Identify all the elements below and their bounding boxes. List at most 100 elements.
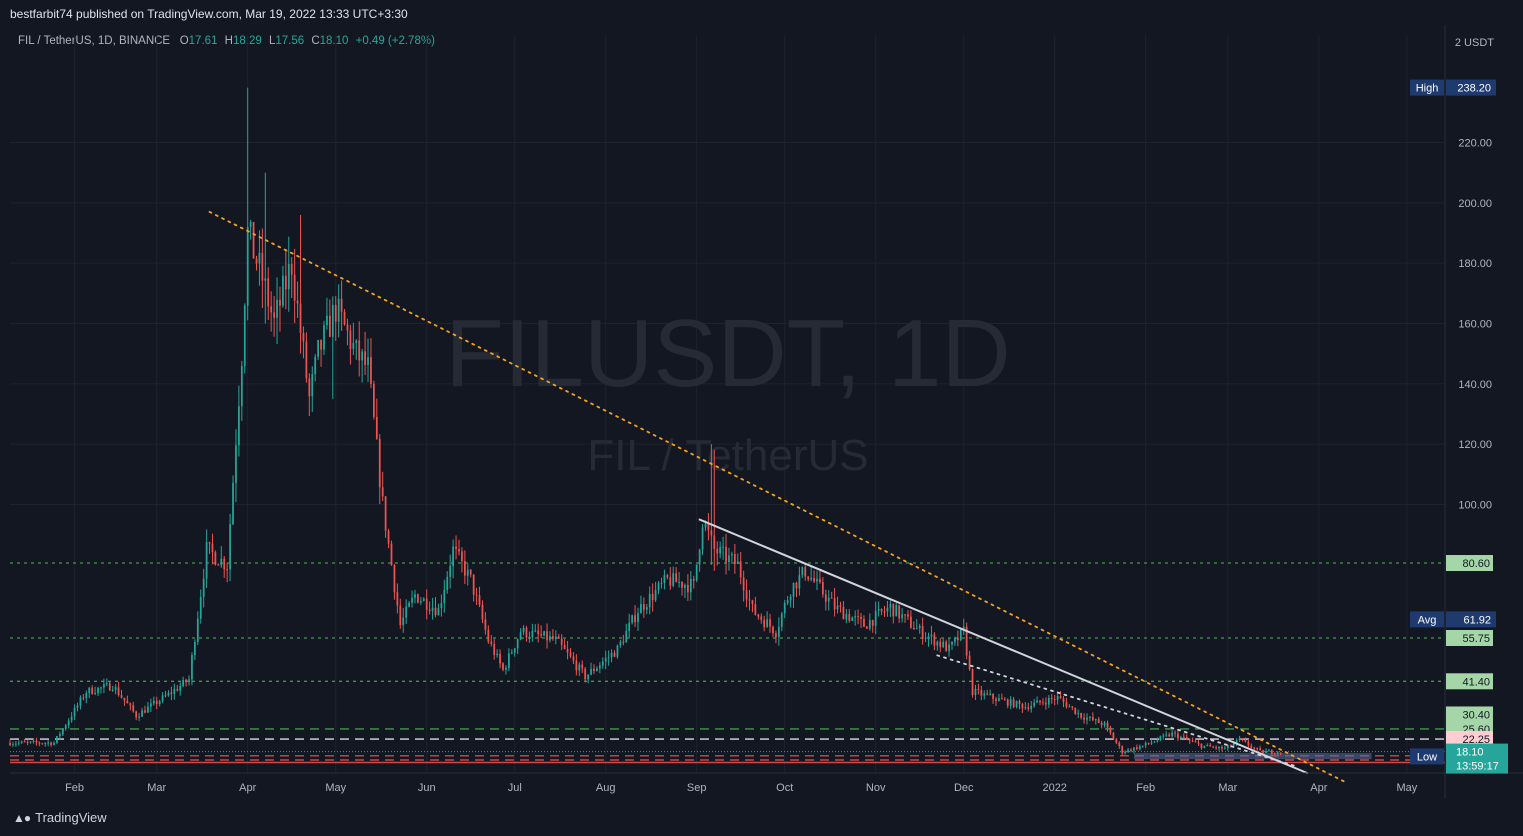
candle-body (786, 600, 789, 603)
candle-body (1086, 717, 1088, 720)
candle-body (152, 700, 155, 704)
candle-body (217, 564, 220, 566)
candle-body (446, 576, 449, 590)
candle-body (76, 705, 79, 708)
candle-body (780, 613, 783, 627)
candle-body (449, 566, 452, 577)
candle-body (1270, 750, 1273, 754)
candle-body (871, 620, 874, 626)
candle-body (995, 698, 997, 701)
candle-body (1133, 747, 1135, 751)
candle-body (777, 626, 780, 637)
symbol-line[interactable]: FIL / TetherUS, 1D, BINANCE (18, 35, 171, 47)
candle-body (549, 636, 551, 641)
candle-body (311, 374, 314, 397)
candle-body (73, 707, 76, 717)
candle-body (405, 606, 408, 618)
currency-label: 2 USDT (1455, 37, 1494, 49)
candle-body (560, 638, 563, 645)
candle-body (1180, 736, 1182, 739)
candle-body (373, 383, 375, 417)
x-tick-label: Feb (65, 782, 84, 794)
candle-body (1276, 752, 1279, 754)
candle-body (593, 668, 595, 671)
candle-body (669, 577, 672, 586)
candle-body (751, 600, 754, 605)
candle-body (1042, 702, 1044, 704)
candle-body (1268, 750, 1270, 752)
candle-body (264, 278, 267, 281)
candle-body (120, 695, 123, 698)
footer-brand[interactable]: ▲● TradingView (13, 810, 107, 825)
candle-body (804, 567, 807, 577)
watermark-symbol: FILUSDT, 1D (445, 300, 1010, 407)
candle-body (1168, 734, 1171, 737)
candle-body (1027, 707, 1030, 710)
candle-body (458, 548, 460, 552)
candle-body (977, 688, 980, 691)
level-tag: 80.60 (1462, 558, 1490, 570)
candle-body (455, 546, 457, 549)
candle-body (1165, 734, 1168, 736)
candle-body (1273, 753, 1276, 755)
candle-body (513, 648, 516, 653)
candle-body (1015, 701, 1018, 708)
candle-body (111, 689, 114, 691)
y-tick-label: 140.00 (1458, 379, 1492, 391)
candle-body (1144, 742, 1147, 746)
x-tick-label: May (1396, 782, 1417, 794)
candle-body (276, 299, 278, 318)
candle-body (44, 743, 47, 745)
candle-body (1262, 750, 1264, 753)
candle-body (387, 530, 390, 544)
candle-body (185, 679, 187, 683)
candle-body (748, 599, 751, 601)
candle-body (202, 578, 205, 598)
close-value: 18.10 (319, 35, 349, 47)
low-value: 17.56 (275, 35, 305, 47)
candle-body (199, 597, 202, 619)
candle-body (613, 652, 616, 657)
candle-body (1127, 749, 1129, 752)
candle-body (1036, 700, 1038, 703)
candle-body (463, 561, 466, 576)
candle-body (352, 342, 355, 350)
close-label: C (311, 35, 320, 47)
candle-body (554, 636, 557, 640)
candle-body (135, 711, 138, 718)
candle-body (1091, 716, 1094, 721)
candle-body (845, 614, 848, 620)
candle-body (61, 728, 64, 735)
candle-body (939, 641, 942, 647)
candle-body (631, 615, 634, 623)
candle-body (1182, 736, 1185, 738)
candle-body (651, 593, 654, 601)
candle-body (954, 637, 956, 642)
last-price-value: 18.10 (1456, 747, 1484, 759)
candle-body (469, 569, 472, 575)
candle-body (901, 614, 903, 619)
watermark-name: FIL / TetherUS (587, 431, 868, 480)
candle-body (722, 546, 724, 548)
candle-body (196, 618, 199, 643)
candle-body (1191, 740, 1194, 742)
candle-body (428, 609, 431, 612)
trendline (698, 518, 1309, 774)
candle-body (258, 252, 261, 264)
candle-body (596, 668, 598, 671)
candle-body (252, 221, 255, 259)
candle-body (986, 693, 989, 695)
candle-body (461, 551, 463, 562)
candle-body (769, 619, 771, 627)
candle-body (67, 720, 70, 726)
candle-body (945, 641, 948, 652)
x-tick-label: 2022 (1042, 782, 1066, 794)
candle-body (1083, 717, 1085, 720)
candle-body (1265, 751, 1267, 753)
candle-body (1206, 745, 1209, 747)
candle-body (235, 445, 237, 483)
candle-body (220, 558, 223, 566)
candle-body (839, 605, 842, 607)
candle-body (772, 626, 774, 634)
